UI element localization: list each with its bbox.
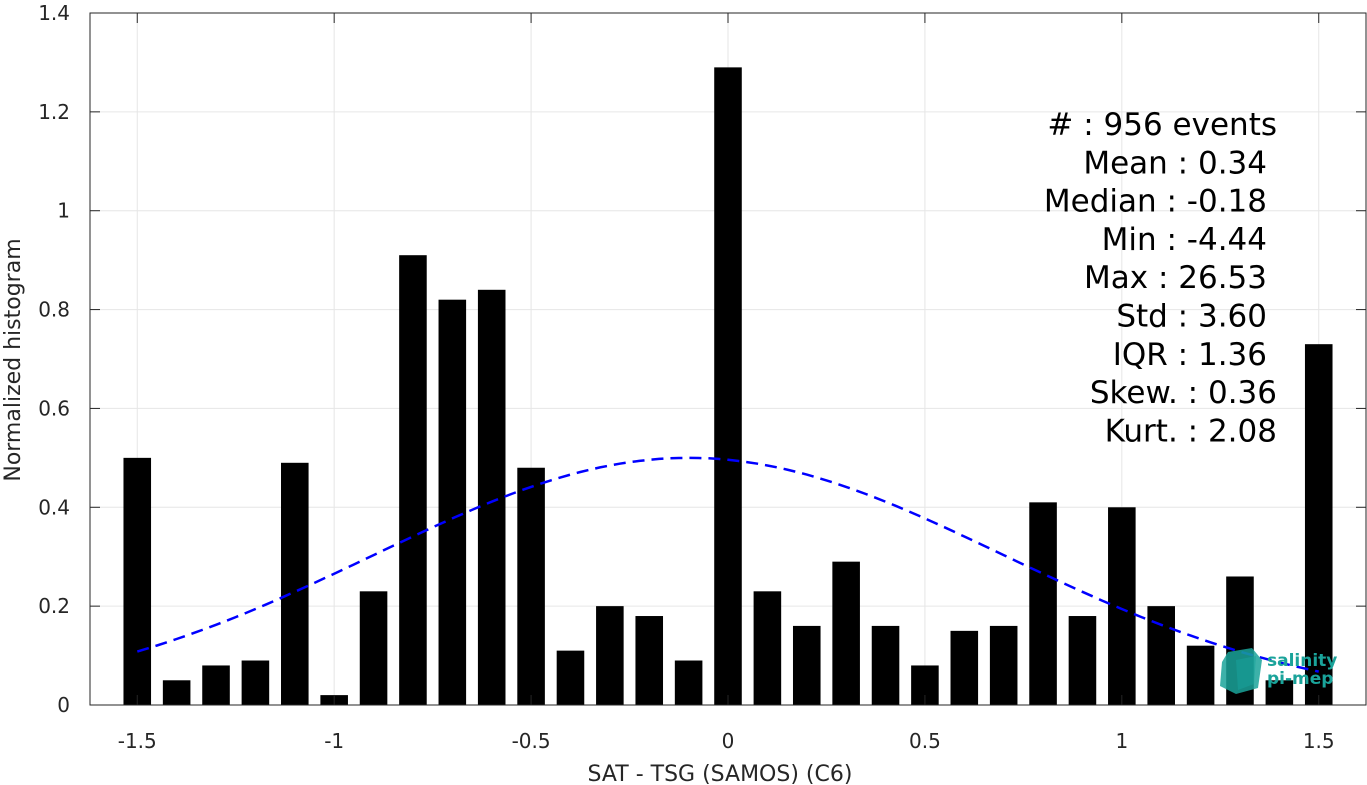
y-tick-label: 1.4 [38, 1, 70, 25]
stat-line: # : 956 events [1047, 107, 1277, 143]
histogram-bar-7 [399, 255, 427, 705]
histogram-bar-8 [438, 299, 467, 705]
stat-line: Max : 26.53 [1084, 260, 1267, 296]
logo-text-pi-mep: pi-mep [1267, 669, 1333, 689]
x-tick-label: -1.5 [118, 729, 157, 753]
stat-line: Mean : 0.34 [1083, 145, 1267, 181]
x-axis-title: SAT - TSG (SAMOS) (C6) [588, 762, 853, 785]
y-tick-label: 0.6 [38, 396, 70, 420]
histogram-bar-3 [241, 660, 270, 705]
logo-cube-facet [1236, 656, 1256, 690]
histogram-bar-25 [1108, 507, 1136, 705]
histogram-bar-4 [281, 462, 309, 705]
histogram-bar-2 [202, 665, 230, 705]
histogram-bar-29 [1265, 680, 1294, 705]
histogram-bar-18 [832, 561, 860, 705]
y-tick-label: 0.8 [38, 298, 70, 322]
logo-text-salinity: salinity [1267, 651, 1337, 671]
y-tick-label: 0.2 [38, 594, 70, 618]
histogram-bar-9 [477, 289, 506, 705]
histogram-bar-14 [674, 660, 703, 705]
histogram-bar-10 [517, 467, 545, 705]
x-tick-label: 1 [1115, 729, 1128, 753]
histogram-bar-23 [1029, 502, 1057, 705]
histogram-bar-6 [359, 591, 388, 705]
x-tick-label: -0.5 [512, 729, 551, 753]
stat-line: Min : -4.44 [1102, 222, 1267, 258]
histogram-bar-12 [596, 606, 624, 705]
y-tick-labels: 0 0.2 0.4 0.6 0.8 1 1.2 1.4 [38, 1, 70, 717]
stat-line: Kurt. : 2.08 [1105, 413, 1277, 449]
histogram-bar-15 [714, 67, 742, 705]
x-tick-label: 0.5 [909, 729, 941, 753]
histogram-bar-27 [1186, 645, 1215, 705]
histogram-bar-1 [162, 680, 191, 705]
histogram-bar-13 [635, 616, 664, 705]
x-tick-label: 1.5 [1303, 729, 1335, 753]
gaussian-fit-curve [136, 456, 1319, 673]
histogram-bar-0 [123, 457, 152, 705]
histogram-bar-21 [950, 630, 979, 705]
y-axis-title: Normalized histogram [1, 238, 26, 481]
histogram-bar-30 [1304, 344, 1333, 705]
histogram-bars [123, 67, 1333, 705]
x-tick-labels: -1.5 -1 -0.5 0 0.5 1 1.5 [118, 729, 1335, 753]
y-tick-label: 0 [57, 693, 70, 717]
stat-line: Skew. : 0.36 [1090, 375, 1277, 411]
x-tick-label: -1 [324, 729, 344, 753]
stat-line: IQR : 1.36 [1113, 337, 1267, 373]
salinity-pi-mep-logo: salinity pi-mep [1220, 648, 1337, 694]
histogram-bar-26 [1147, 606, 1175, 705]
x-tick-label: 0 [722, 729, 735, 753]
histogram-bar-17 [792, 625, 821, 705]
y-tick-label: 1.2 [38, 100, 70, 124]
histogram-bar-11 [556, 650, 585, 705]
axis-ticks [90, 12, 1366, 706]
y-tick-label: 0.4 [38, 495, 70, 519]
histogram-bar-19 [871, 625, 900, 705]
histogram-bar-24 [1068, 616, 1097, 705]
stat-line: Median : -0.18 [1044, 184, 1267, 220]
histogram-bar-22 [989, 625, 1018, 705]
stat-line: Std : 3.60 [1116, 299, 1267, 335]
y-tick-label: 1 [57, 199, 70, 223]
histogram-bar-16 [753, 591, 782, 705]
